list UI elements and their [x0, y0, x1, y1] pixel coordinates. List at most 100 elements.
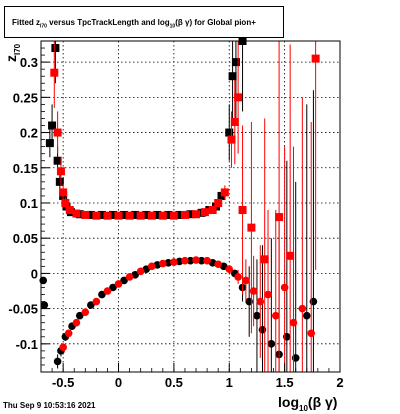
data-point-circle [120, 276, 128, 285]
data-point-square [59, 188, 68, 197]
data-point-circle [267, 340, 276, 348]
y-tick-label: 0.15 [13, 161, 38, 176]
y-tick-label: 0.1 [20, 196, 38, 211]
data-point-circle [271, 311, 280, 320]
data-point-square [53, 156, 62, 165]
data-point-square [120, 210, 129, 219]
series-1 [45, 37, 247, 219]
data-point-circle [170, 258, 178, 266]
data-point-square [220, 188, 229, 197]
data-point-circle [192, 256, 200, 264]
plot-frame [40, 40, 341, 373]
series-3 [50, 41, 320, 372]
data-point-square [147, 211, 156, 220]
data-point-square [260, 255, 269, 264]
data-point-circle [114, 280, 123, 288]
data-point-square [238, 206, 247, 215]
x-tick-label: -0.5 [52, 375, 74, 390]
data-point-circle [175, 257, 184, 266]
data-point-circle [40, 301, 49, 309]
data-point-circle [242, 276, 250, 285]
data-point-square [200, 208, 209, 217]
timestamp: Thu Sep 9 10:53:16 2021 [3, 401, 96, 410]
data-point-square [234, 93, 243, 102]
data-point-circle [289, 318, 298, 327]
data-point-square [169, 211, 178, 220]
data-point-circle [81, 308, 90, 316]
data-point-circle [92, 297, 101, 306]
data-point-square [45, 139, 54, 148]
y-tick-label: 0.3 [20, 55, 38, 70]
data-point-square [61, 198, 70, 207]
data-point-square [51, 44, 60, 53]
data-point-circle [136, 267, 145, 276]
y-tick-label: -0.05 [8, 302, 38, 317]
data-point-square [53, 128, 62, 137]
data-point-square [186, 210, 195, 219]
data-point-square [286, 251, 295, 260]
data-point-square [92, 211, 101, 220]
x-tick-label: 1.5 [276, 375, 294, 390]
data-point-circle [125, 273, 134, 281]
data-point-square [227, 135, 236, 144]
data-layer [39, 37, 320, 372]
data-point-square [158, 211, 167, 220]
data-point-square [214, 198, 223, 207]
data-point-circle [197, 256, 206, 265]
data-point-square [86, 210, 95, 219]
data-point-square [275, 213, 284, 222]
data-point-square [164, 210, 173, 219]
data-point-circle [53, 357, 62, 366]
data-point-square [97, 210, 106, 219]
data-point-circle [264, 290, 272, 299]
data-point-square [56, 167, 65, 176]
data-point-circle [159, 259, 167, 268]
data-point-circle [147, 262, 156, 271]
data-point-square [136, 211, 145, 220]
data-point-circle [59, 343, 67, 352]
data-point-square [311, 54, 320, 63]
data-point-circle [109, 283, 117, 292]
data-point-square [231, 58, 240, 67]
data-point-square [175, 210, 184, 219]
data-point-square [153, 210, 162, 219]
data-point-square [192, 210, 201, 219]
data-point-square [108, 210, 117, 219]
data-point-circle [253, 311, 261, 320]
data-point-circle [280, 283, 289, 292]
x-tick-label: 2 [336, 375, 343, 390]
data-point-circle [87, 301, 95, 309]
data-point-square [50, 68, 59, 77]
y-tick-label: 0 [31, 266, 38, 281]
data-point-square [230, 117, 239, 126]
data-point-square [103, 211, 112, 220]
y-axis-label: zI70 [3, 43, 22, 62]
data-point-circle [186, 256, 195, 265]
x-tick-label: 0 [115, 375, 122, 390]
data-point-circle [64, 329, 73, 338]
data-point-square [131, 210, 140, 219]
chart-title: Fitted zI70 versus TpcTrackLength and lo… [4, 6, 284, 38]
data-point-square [228, 72, 237, 81]
series-2 [59, 97, 316, 372]
y-tick-label: -0.1 [16, 337, 38, 352]
data-point-square [72, 209, 81, 218]
data-point-circle [98, 290, 106, 299]
x-tick-label: 1 [226, 375, 233, 390]
data-point-square [247, 223, 256, 232]
data-point-circle [234, 273, 242, 281]
y-tick-label: 0.05 [13, 231, 38, 246]
data-point-circle [256, 297, 265, 306]
x-axis-label: log10(β γ) [278, 394, 337, 413]
data-point-square [180, 210, 189, 219]
data-point-circle [307, 329, 316, 338]
x-tick-label: 0.5 [165, 375, 183, 390]
data-point-square [225, 128, 234, 137]
data-point-circle [164, 259, 173, 267]
y-tick-label: 0.25 [13, 90, 38, 105]
data-point-circle [302, 311, 311, 320]
data-point-circle [225, 265, 234, 273]
data-point-square [55, 177, 64, 186]
data-point-square [142, 210, 151, 219]
